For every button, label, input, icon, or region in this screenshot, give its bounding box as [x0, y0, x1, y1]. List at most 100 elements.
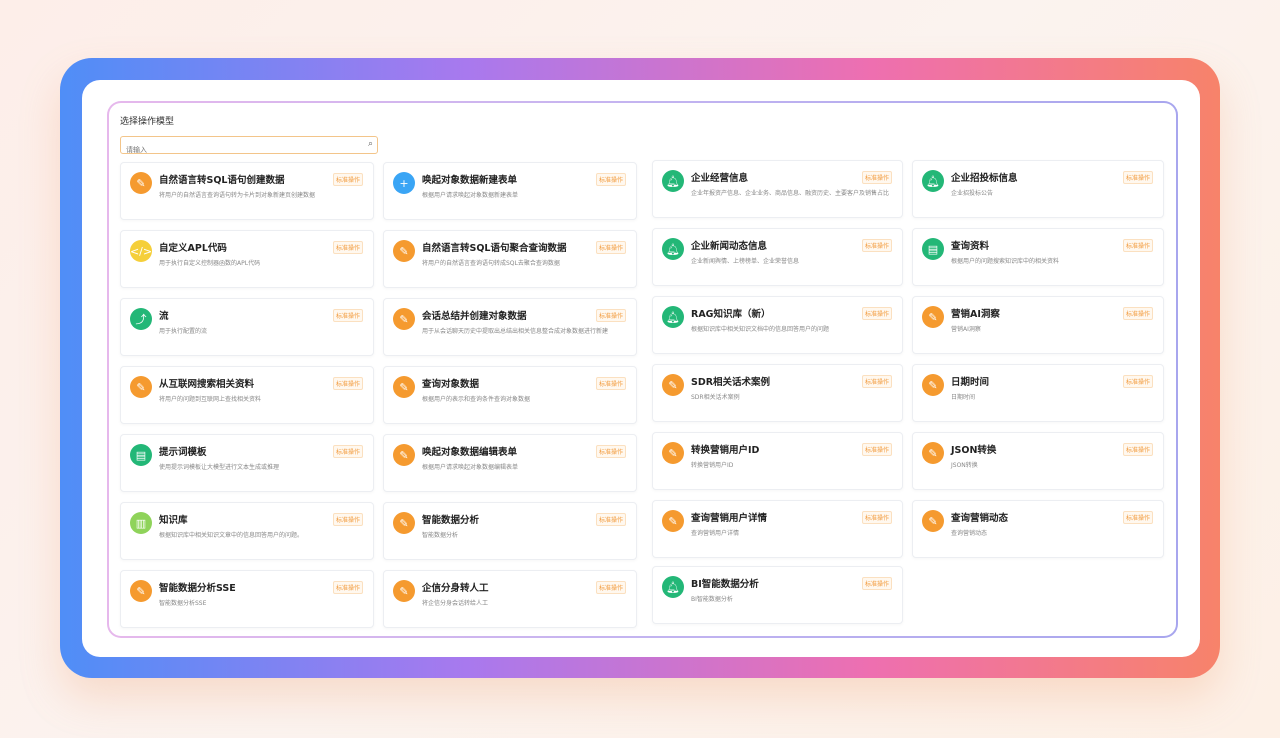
- model-card[interactable]: ⤴ 流 用于执行配置的流 标准操作: [120, 298, 374, 356]
- card-description: 企业新闻舆情、上榜榜单、企业荣誉信息: [691, 258, 800, 265]
- standard-badge: 标准操作: [595, 377, 626, 390]
- standard-badge: 标准操作: [595, 241, 626, 254]
- card-title: 查询对象数据: [422, 379, 480, 390]
- model-card[interactable]: 🔔︎ 企业新闻动态信息 企业新闻舆情、上榜榜单、企业荣誉信息 标准操作: [652, 228, 903, 286]
- standard-badge: 标准操作: [332, 241, 363, 254]
- card-title: 企业新闻动态信息: [691, 241, 768, 252]
- card-title: 转换营销用户ID: [691, 445, 760, 456]
- standard-badge: 标准操作: [1122, 375, 1153, 388]
- model-card[interactable]: ✎ 智能数据分析SSE 智能数据分析SSE 标准操作: [120, 570, 374, 628]
- standard-badge: 标准操作: [595, 309, 626, 322]
- card-title: 智能数据分析SSE: [159, 583, 236, 594]
- model-card[interactable]: 🔔︎ 企业招投标信息 企业招投标公告 标准操作: [912, 160, 1164, 218]
- card-title: 查询营销动态: [951, 513, 1009, 524]
- model-card[interactable]: ✎ 查询营销用户详情 查询营销用户详情 标准操作: [652, 500, 903, 558]
- card-description: 根据用户请求唤起对象数据编辑表单: [422, 464, 519, 471]
- model-card[interactable]: ✎ 企信分身转人工 将企信分身会话转给人工 标准操作: [383, 570, 637, 628]
- model-card[interactable]: ✎ 从互联网搜索相关资料 将用户的问题到互联网上查找相关资料 标准操作: [120, 366, 374, 424]
- standard-badge: 标准操作: [332, 377, 363, 390]
- model-card[interactable]: 🔔︎ BI智能数据分析 BI智能数据分析 标准操作: [652, 566, 903, 624]
- code-icon: </>: [130, 240, 152, 262]
- edit-icon: ✎: [393, 376, 415, 398]
- model-card[interactable]: ✎ JSON转换 JSON转换 标准操作: [912, 432, 1164, 490]
- model-card[interactable]: ✎ 智能数据分析 智能数据分析 标准操作: [383, 502, 637, 560]
- card-title: 自然语言转SQL语句创建数据: [159, 175, 285, 186]
- standard-badge: 标准操作: [861, 239, 892, 252]
- bell-icon: 🔔︎: [662, 306, 684, 328]
- model-card[interactable]: ✎ 唤起对象数据编辑表单 根据用户请求唤起对象数据编辑表单 标准操作: [383, 434, 637, 492]
- model-card[interactable]: ✎ 转换营销用户ID 转换营销用户ID 标准操作: [652, 432, 903, 490]
- edit-icon: ✎: [130, 580, 152, 602]
- card-title: 会话总结并创建对象数据: [422, 311, 527, 322]
- standard-badge: 标准操作: [595, 581, 626, 594]
- card-description: 转换营销用户ID: [691, 462, 734, 469]
- edit-icon: ✎: [922, 374, 944, 396]
- edit-icon: ✎: [662, 510, 684, 532]
- edit-icon: ✎: [662, 442, 684, 464]
- card-description: 根据用户的表示和查询条件查询对象数据: [422, 396, 531, 403]
- edit-icon: ✎: [922, 306, 944, 328]
- model-card[interactable]: ✎ 营销AI洞察 营销AI洞察 标准操作: [912, 296, 1164, 354]
- card-title: 企信分身转人工: [422, 583, 489, 594]
- card-title: 查询资料: [951, 241, 990, 252]
- card-title: JSON转换: [951, 445, 997, 456]
- model-card[interactable]: ✎ 查询营销动态 查询营销动态 标准操作: [912, 500, 1164, 558]
- model-card[interactable]: + 唤起对象数据新建表单 根据用户请求唤起对象数据新建表单 标准操作: [383, 162, 637, 220]
- card-description: 用于执行配置的流: [159, 328, 208, 335]
- search-input[interactable]: [121, 142, 351, 159]
- template-icon: ▤: [130, 444, 152, 466]
- edit-icon: ✎: [393, 512, 415, 534]
- card-description: 将企信分身会话转给人工: [422, 600, 489, 607]
- model-card[interactable]: ✎ 自然语言转SQL语句创建数据 将用户的自然语言查询语句转为卡片到对象新建页创…: [120, 162, 374, 220]
- model-card[interactable]: ▥ 知识库 根据知识库中相关知识文章中的信息回答用户的问题。 标准操作: [120, 502, 374, 560]
- model-card[interactable]: 🔔︎ RAG知识库（新） 根据知识库中相关知识文档中的信息回答用户的问题 标准操…: [652, 296, 903, 354]
- standard-badge: 标准操作: [332, 513, 363, 526]
- card-description: 企业年报资产信息、企业业务、商品信息、融资历史、主要客户及销售占比: [691, 190, 890, 197]
- standard-badge: 标准操作: [595, 513, 626, 526]
- model-card[interactable]: ✎ SDR相关话术案例 SDR相关话术案例 标准操作: [652, 364, 903, 422]
- edit-icon: ✎: [393, 240, 415, 262]
- bell-icon: 🔔︎: [922, 170, 944, 192]
- standard-badge: 标准操作: [595, 173, 626, 186]
- card-title: 查询营销用户详情: [691, 513, 768, 524]
- card-description: 将用户的问题到互联网上查找相关资料: [159, 396, 262, 403]
- card-title: BI智能数据分析: [691, 579, 759, 590]
- model-card[interactable]: ▤ 查询资料 根据用户的问题搜索知识库中的相关资料 标准操作: [912, 228, 1164, 286]
- card-description: 智能数据分析: [422, 532, 459, 539]
- page-title: 选择操作模型: [120, 117, 175, 127]
- standard-badge: 标准操作: [595, 445, 626, 458]
- card-description: 根据用户请求唤起对象数据新建表单: [422, 192, 519, 199]
- model-card[interactable]: ✎ 会话总结并创建对象数据 用于从会话聊天历史中提取出总结出相关信息整合成对象数…: [383, 298, 637, 356]
- flow-icon: ⤴: [130, 308, 152, 330]
- card-title: 营销AI洞察: [951, 309, 1000, 320]
- document-icon: ▥: [130, 512, 152, 534]
- standard-badge: 标准操作: [861, 443, 892, 456]
- search-box[interactable]: ⌕: [120, 136, 378, 159]
- standard-badge: 标准操作: [1122, 239, 1153, 252]
- standard-badge: 标准操作: [861, 307, 892, 320]
- model-card[interactable]: ✎ 日期时间 日期时间 标准操作: [912, 364, 1164, 422]
- model-card[interactable]: 🔔︎ 企业经营信息 企业年报资产信息、企业业务、商品信息、融资历史、主要客户及销…: [652, 160, 903, 218]
- card-title: 自然语言转SQL语句聚合查询数据: [422, 243, 567, 254]
- card-description: 用于从会话聊天历史中提取出总结出相关信息整合成对象数据进行新建: [422, 328, 609, 335]
- card-description: 日期时间: [951, 394, 976, 401]
- standard-badge: 标准操作: [332, 309, 363, 322]
- card-description: 营销AI洞察: [951, 326, 981, 333]
- card-title: 流: [159, 311, 169, 322]
- card-title: SDR相关话术案例: [691, 377, 771, 388]
- edit-icon: ✎: [130, 376, 152, 398]
- card-title: RAG知识库（新）: [691, 309, 771, 320]
- card-description: 用于执行自定义控制器函数的APL代码: [159, 260, 261, 267]
- model-card[interactable]: </> 自定义APL代码 用于执行自定义控制器函数的APL代码 标准操作: [120, 230, 374, 288]
- standard-badge: 标准操作: [861, 577, 892, 590]
- card-title: 日期时间: [951, 377, 990, 388]
- search-icon[interactable]: ⌕: [367, 139, 373, 149]
- model-card[interactable]: ✎ 自然语言转SQL语句聚合查询数据 将用户的自然语言查询语句转成SQL去聚合查…: [383, 230, 637, 288]
- standard-badge: 标准操作: [1122, 511, 1153, 524]
- card-description: 根据知识库中相关知识文档中的信息回答用户的问题: [691, 326, 830, 333]
- model-card[interactable]: ▤ 提示词模板 使用提示词模板让大模型进行文本生成或推理 标准操作: [120, 434, 374, 492]
- card-title: 从互联网搜索相关资料: [159, 379, 255, 390]
- bell-icon: 🔔︎: [662, 170, 684, 192]
- model-card[interactable]: ✎ 查询对象数据 根据用户的表示和查询条件查询对象数据 标准操作: [383, 366, 637, 424]
- card-title: 唤起对象数据编辑表单: [422, 447, 518, 458]
